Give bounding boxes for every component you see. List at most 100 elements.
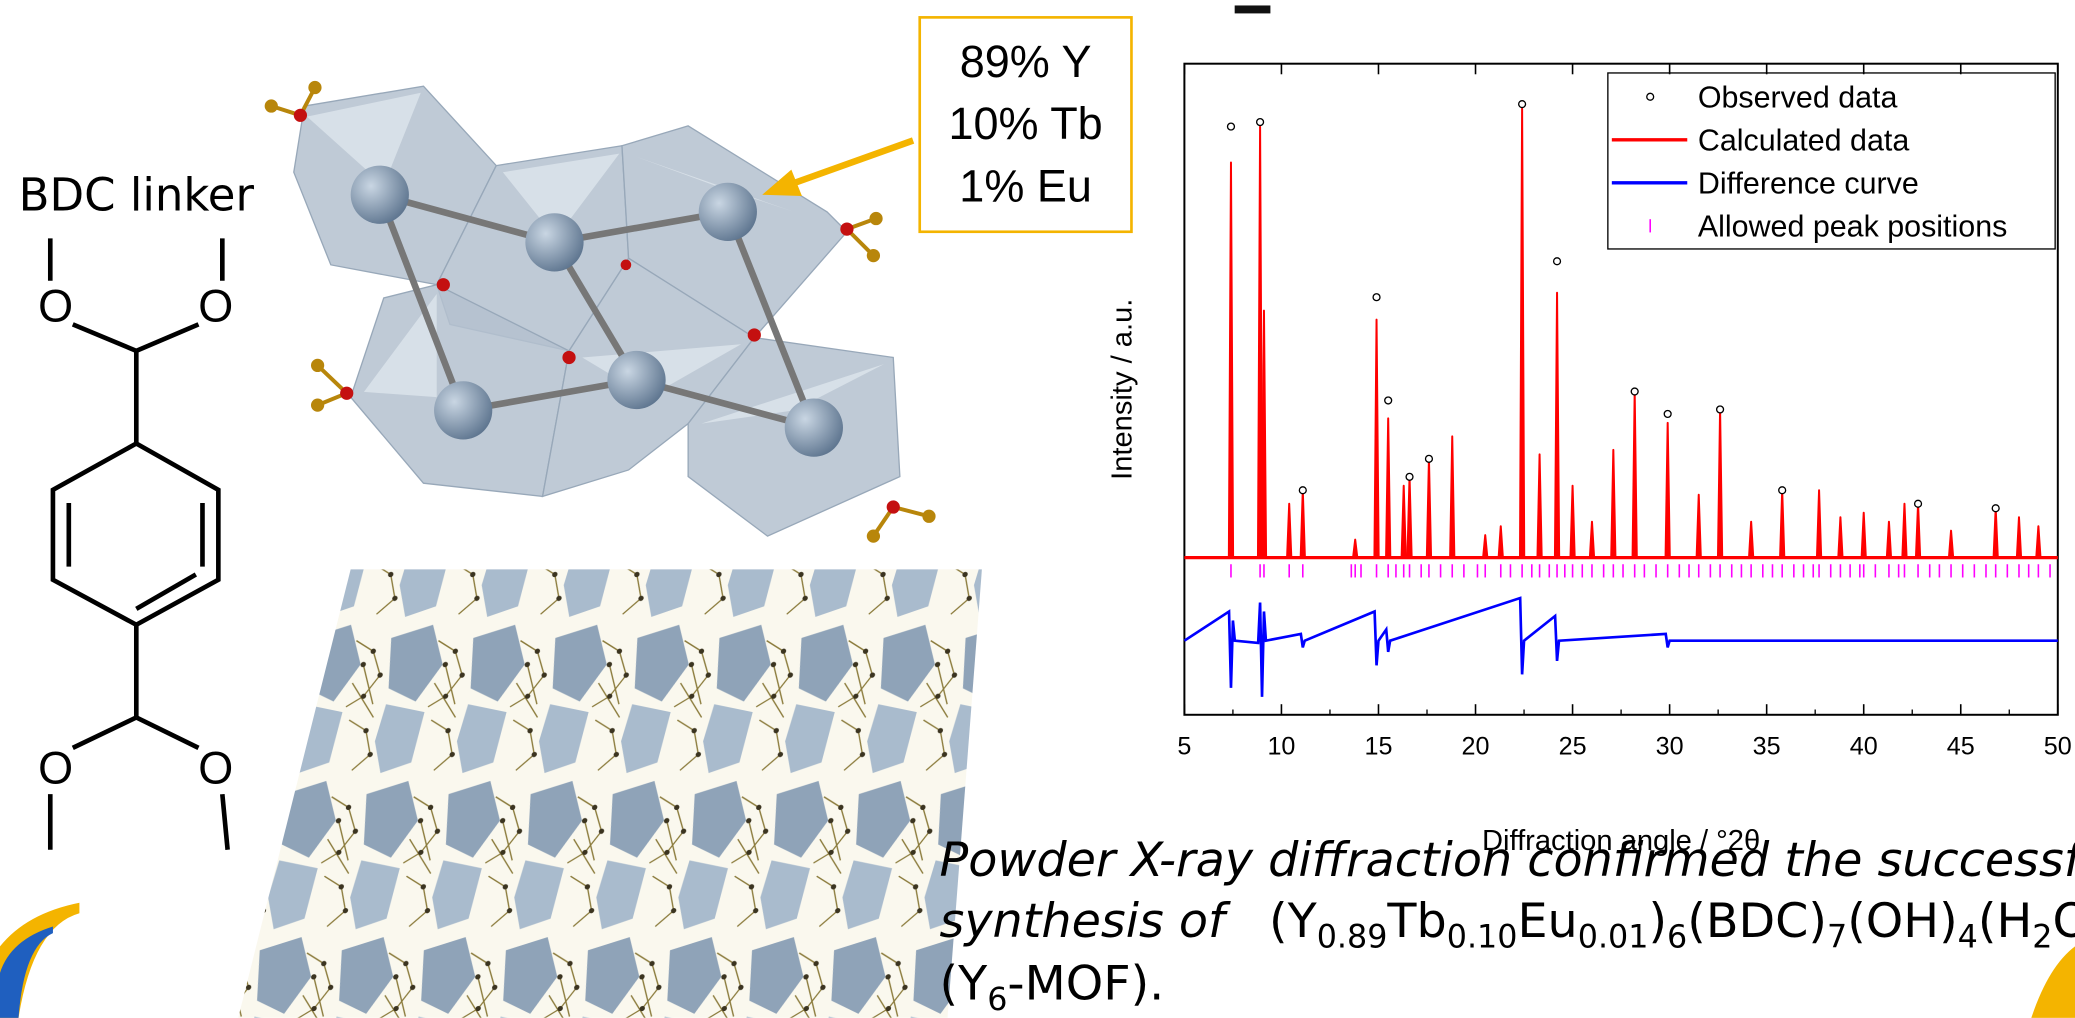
- formula-text: (OH): [1847, 894, 1957, 949]
- calculated-peak: [1633, 391, 1637, 557]
- observed-point: [1779, 487, 1786, 494]
- calculated-peak: [1611, 450, 1615, 558]
- calculated-peak: [1838, 517, 1842, 557]
- formula-text: (Y: [1269, 894, 1318, 949]
- x-tick-label: 40: [1850, 732, 1878, 760]
- calculated-peak: [1697, 495, 1701, 558]
- calculated-peak: [1407, 477, 1411, 558]
- caption-line: Powder X-ray diffraction confirmed the s…: [940, 833, 2075, 888]
- observed-point: [1299, 487, 1306, 494]
- observed-point: [1406, 473, 1413, 480]
- observed-point: [1631, 388, 1638, 395]
- observed-point: [1554, 258, 1561, 265]
- lattice-structure: [225, 563, 993, 1018]
- calculated-peak: [1862, 513, 1866, 558]
- observed-point: [1992, 505, 1999, 512]
- atom-label: O: [198, 281, 233, 332]
- calculated-peak: [1499, 526, 1503, 557]
- x-tick-label: 5: [1177, 732, 1191, 760]
- observed-point: [1257, 119, 1264, 126]
- subscript: 6: [987, 982, 1007, 1018]
- x-tick-label: 15: [1365, 732, 1393, 760]
- calculated-peak: [1229, 162, 1233, 557]
- x-tick-label: 20: [1462, 732, 1490, 760]
- formula-text: (BDC): [1687, 894, 1827, 949]
- formula-text: ): [1648, 894, 1667, 949]
- corner-right: [2031, 946, 2075, 1017]
- x-tick-label: 45: [1947, 732, 1975, 760]
- atom-label: O: [38, 743, 73, 794]
- composition-line: 89% Y: [960, 36, 1092, 87]
- observed-point: [1228, 123, 1235, 130]
- arrow: [787, 140, 913, 185]
- subscript: 0.89: [1317, 920, 1388, 956]
- composition-line: 10% Tb: [948, 98, 1102, 149]
- calculated-peak: [1262, 311, 1266, 558]
- chart: Intensity / a.u. Diffraction angle / °2θ…: [1106, 64, 2071, 857]
- legend-label: Observed data: [1698, 80, 1898, 114]
- calculated-peak: [1570, 486, 1574, 558]
- legend-label: Calculated data: [1698, 123, 1909, 157]
- caption-line: (Y6-MOF).: [940, 956, 1165, 1018]
- subscript: 0.01: [1578, 920, 1649, 956]
- legend-label: Difference curve: [1698, 166, 1919, 200]
- subscript: 4: [1958, 920, 1978, 956]
- subscript: 2: [2032, 920, 2052, 956]
- x-tick-label: 50: [2044, 732, 2072, 760]
- calculated-peak: [1427, 459, 1431, 558]
- calculated-peak: [2017, 517, 2021, 557]
- calculated-peak: [1301, 490, 1305, 557]
- formula-text: Eu: [1517, 894, 1577, 949]
- calculated-peak: [1949, 531, 1953, 558]
- x-tick-label: 30: [1656, 732, 1684, 760]
- subscript: 7: [1827, 920, 1847, 956]
- observed-point: [1519, 101, 1526, 108]
- calculated-peak: [1402, 486, 1406, 558]
- formula-text: O): [2053, 894, 2075, 949]
- calculated-peak: [1780, 490, 1784, 557]
- calculated-peak: [1287, 504, 1291, 558]
- slide: BDC linker O O O O 89% Y 10% Tb 1% Eu: [0, 0, 2075, 1018]
- calculated-peak: [1450, 436, 1454, 557]
- calculated-peak: [1386, 418, 1390, 557]
- x-tick-label: 35: [1753, 732, 1781, 760]
- observed-point: [1664, 410, 1671, 417]
- calculated-peak: [1537, 454, 1541, 557]
- calculated-peak: [1590, 522, 1594, 558]
- calculated-peak: [1718, 409, 1722, 557]
- x-tick-label: 25: [1559, 732, 1587, 760]
- calculated-peak: [1817, 490, 1821, 557]
- x-tick-label: 10: [1267, 732, 1295, 760]
- calculated-peak: [1666, 423, 1670, 558]
- calculated-peak: [1902, 504, 1906, 558]
- y-axis-label: Intensity / a.u.: [1106, 299, 1138, 480]
- atom-label: O: [38, 281, 73, 332]
- formula-text: (H: [1978, 894, 2032, 949]
- difference-curve: [1184, 598, 2057, 697]
- subscript: 6: [1667, 920, 1687, 956]
- calculated-peak: [1916, 504, 1920, 558]
- subscript: 0.10: [1447, 920, 1518, 956]
- observed-point: [1426, 455, 1433, 462]
- observed-point: [1717, 406, 1724, 413]
- calculated-peak: [1353, 540, 1357, 558]
- crystal-structure: [265, 81, 936, 543]
- caption-line: synthesis of (Y0.89Tb0.10Eu0.01)6(BDC)7(…: [940, 894, 2075, 956]
- caption-text: synthesis of: [940, 894, 1231, 949]
- formula-text: (Y: [940, 956, 989, 1011]
- top-bar: [1235, 5, 1271, 13]
- calculated-peak: [1483, 535, 1487, 557]
- calculated-peak: [1555, 293, 1559, 558]
- linker-label: BDC linker: [19, 169, 255, 222]
- calculated-peak: [2036, 526, 2040, 557]
- observed-point: [1915, 500, 1922, 507]
- observed-point: [1385, 397, 1392, 404]
- legend-symbol: [1647, 93, 1654, 100]
- atom-label: O: [198, 743, 233, 794]
- calculated-peak: [1887, 522, 1891, 558]
- calculated-peak: [1749, 522, 1753, 558]
- calculated-peak: [1374, 320, 1378, 558]
- page: { "linker": {"label": "BDC linker", "ato…: [0, 0, 2075, 1018]
- formula-text: Tb: [1386, 894, 1446, 949]
- legend-label: Allowed peak positions: [1698, 209, 2007, 243]
